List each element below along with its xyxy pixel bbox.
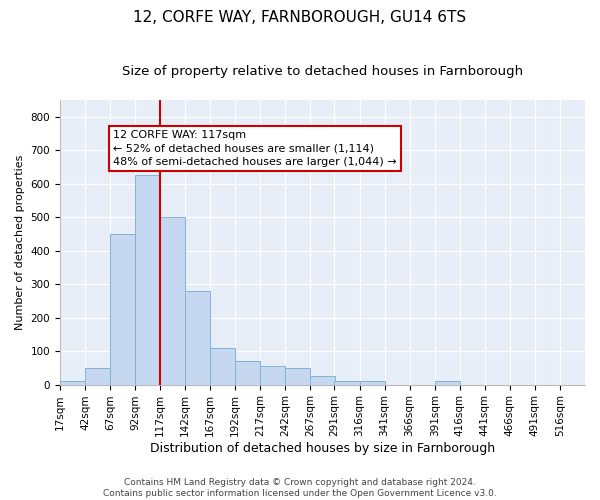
Text: 12, CORFE WAY, FARNBOROUGH, GU14 6TS: 12, CORFE WAY, FARNBOROUGH, GU14 6TS	[133, 10, 467, 25]
Bar	[85, 368, 110, 384]
Bar	[60, 381, 85, 384]
Bar	[135, 176, 160, 384]
Bar	[185, 291, 210, 384]
Text: 12 CORFE WAY: 117sqm
← 52% of detached houses are smaller (1,114)
48% of semi-de: 12 CORFE WAY: 117sqm ← 52% of detached h…	[113, 130, 397, 166]
Bar	[334, 381, 359, 384]
Bar	[310, 376, 335, 384]
Bar	[359, 381, 385, 384]
Bar	[235, 361, 260, 384]
Bar	[286, 368, 310, 384]
Bar	[260, 366, 286, 384]
Title: Size of property relative to detached houses in Farnborough: Size of property relative to detached ho…	[122, 65, 523, 78]
Bar	[210, 348, 235, 385]
Text: Contains HM Land Registry data © Crown copyright and database right 2024.
Contai: Contains HM Land Registry data © Crown c…	[103, 478, 497, 498]
Bar	[110, 234, 135, 384]
X-axis label: Distribution of detached houses by size in Farnborough: Distribution of detached houses by size …	[150, 442, 495, 455]
Bar	[160, 217, 185, 384]
Y-axis label: Number of detached properties: Number of detached properties	[15, 154, 25, 330]
Bar	[434, 381, 460, 384]
